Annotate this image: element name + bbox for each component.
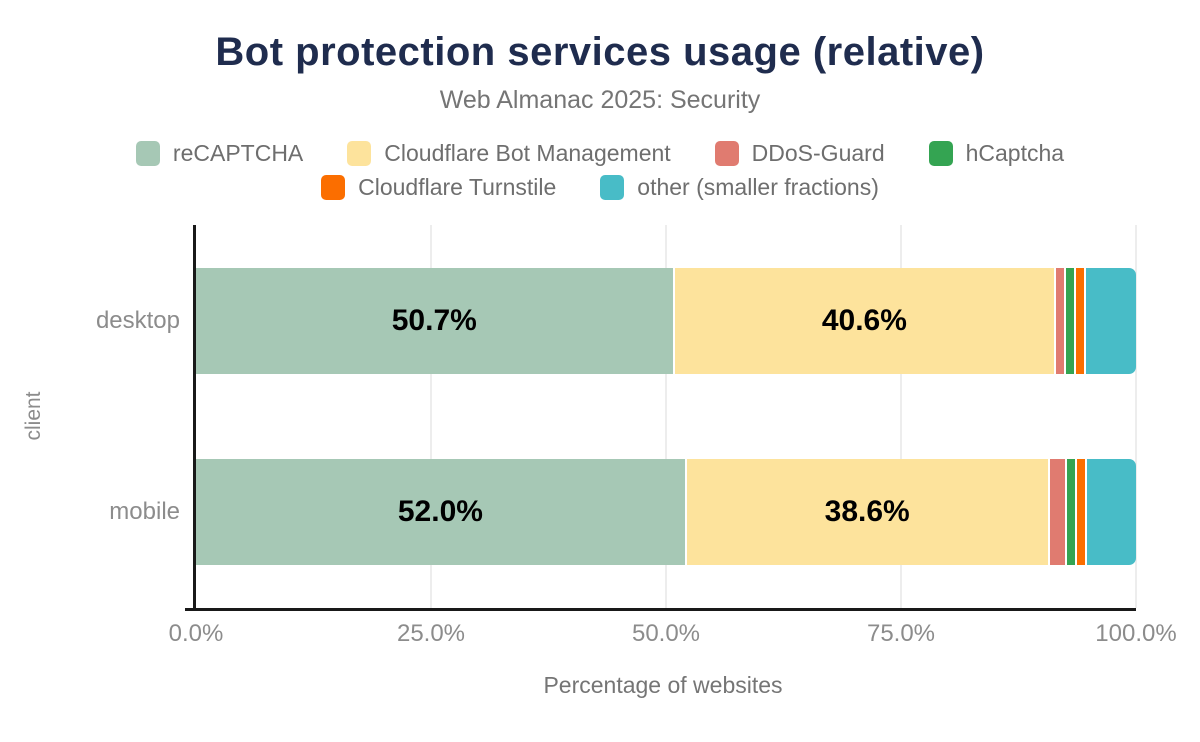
- legend-item-recaptcha[interactable]: reCAPTCHA: [135, 140, 304, 167]
- x-tick-label-75: 75.0%: [866, 620, 936, 647]
- legend: reCAPTCHA Cloudflare Bot Management DDoS-G…: [0, 140, 1200, 201]
- segment-value-label: 38.6%: [824, 495, 910, 529]
- segment-mobile-hcaptcha: [1065, 459, 1075, 566]
- legend-label: DDoS-Guard: [751, 140, 885, 166]
- legend-label: other (smaller fractions): [637, 174, 879, 200]
- legend-item-ddos-guard[interactable]: DDoS-Guard: [714, 140, 885, 167]
- gridline-100: [1135, 225, 1137, 608]
- gridline-50: [665, 225, 667, 608]
- legend-item-hcaptcha[interactable]: hCaptcha: [928, 140, 1065, 167]
- legend-item-other-smaller-fractions[interactable]: other (smaller fractions): [600, 174, 879, 201]
- legend-swatch-cloudflare-bot-management: [347, 141, 372, 166]
- chart-title: Bot protection services usage (relative): [215, 30, 985, 74]
- plot-area: 50.7% 40.6% desktop 52.0% 38.6% mobile 0.0% 25.…: [96, 225, 1177, 647]
- segment-value-label: 50.7%: [391, 303, 477, 337]
- legend-label: reCAPTCHA: [172, 140, 304, 166]
- bar-desktop: 50.7% 40.6%: [196, 267, 1136, 374]
- legend-item-cloudflare-turnstile[interactable]: Cloudflare Turnstile: [321, 174, 556, 201]
- y-tick-label-mobile: mobile: [109, 498, 180, 526]
- legend-swatch-other-smaller-fractions: [600, 175, 625, 200]
- legend-label: hCaptcha: [965, 140, 1065, 166]
- bar-mobile: 52.0% 38.6%: [196, 459, 1136, 566]
- segment-desktop-cloudflare-bot-management: 40.6%: [672, 267, 1055, 374]
- gridline-25: [430, 225, 432, 608]
- x-tick-label-50: 50.0%: [631, 620, 701, 647]
- legend-swatch-cloudflare-turnstile: [321, 175, 346, 200]
- y-axis-title: client: [22, 391, 45, 441]
- x-axis-origin-tick: [185, 608, 196, 611]
- segment-desktop-cloudflare-turnstile: [1073, 267, 1085, 374]
- segment-mobile-cloudflare-bot-management: 38.6%: [684, 459, 1048, 566]
- segment-mobile-other-smaller-fractions: [1085, 459, 1136, 566]
- segment-desktop-other-smaller-fractions: [1084, 267, 1136, 374]
- legend-row-2: Cloudflare Turnstile other (smaller fract…: [321, 174, 879, 201]
- legend-item-cloudflare-bot-management[interactable]: Cloudflare Bot Management: [347, 140, 671, 167]
- segment-desktop-hcaptcha: [1063, 267, 1074, 374]
- legend-swatch-recaptcha: [135, 141, 160, 166]
- y-tick-label-desktop: desktop: [95, 306, 180, 334]
- x-tick-label-0: 0.0%: [168, 620, 224, 647]
- x-tick-label-25: 25.0%: [396, 620, 466, 647]
- chart-subtitle: Web Almanac 2025: Security: [439, 86, 761, 114]
- segment-mobile-ddos-guard: [1047, 459, 1066, 566]
- legend-label: Cloudflare Bot Management: [384, 140, 671, 166]
- x-axis-title: Percentage of websites: [543, 672, 783, 698]
- x-tick-label-100: 100.0%: [1095, 620, 1177, 647]
- segment-desktop-ddos-guard: [1054, 267, 1064, 374]
- segment-value-label: 40.6%: [821, 303, 907, 337]
- gridline-75: [900, 225, 902, 608]
- legend-swatch-ddos-guard: [714, 141, 739, 166]
- segment-desktop-recaptcha: 50.7%: [196, 267, 673, 374]
- segment-value-label: 52.0%: [397, 495, 483, 529]
- segment-mobile-cloudflare-turnstile: [1074, 459, 1086, 566]
- legend-label: Cloudflare Turnstile: [358, 174, 557, 200]
- legend-swatch-hcaptcha: [928, 141, 953, 166]
- legend-row-1: reCAPTCHA Cloudflare Bot Management DDoS-G…: [135, 140, 1065, 167]
- segment-mobile-recaptcha: 52.0%: [196, 459, 685, 566]
